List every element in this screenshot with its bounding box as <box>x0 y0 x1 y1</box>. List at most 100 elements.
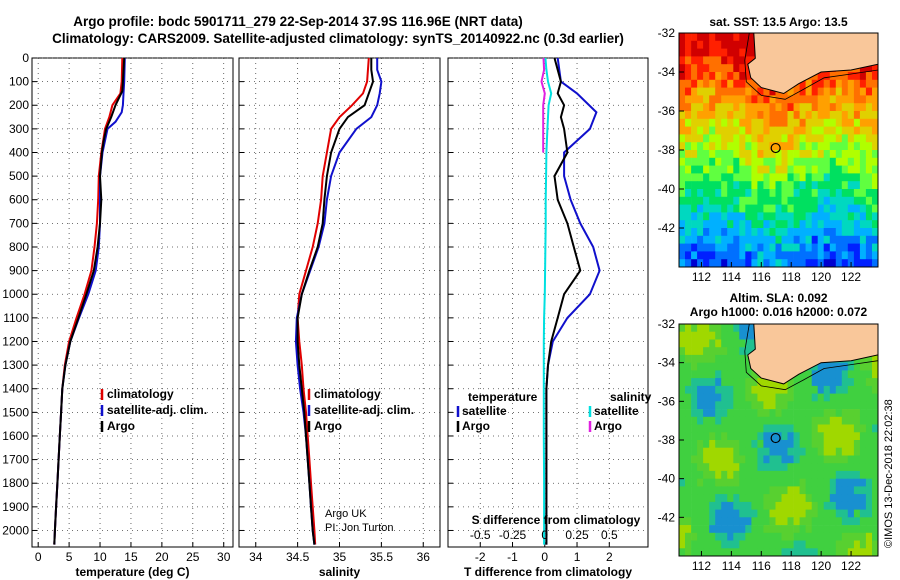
map-cell <box>817 157 825 166</box>
map-cell <box>829 455 837 464</box>
map-cell <box>781 118 788 127</box>
map-cell <box>703 111 710 120</box>
map-cell <box>847 424 855 433</box>
map-cell <box>859 393 867 402</box>
legend-label: Argo <box>314 419 342 433</box>
map-cell <box>775 416 782 425</box>
map-cell <box>733 455 740 464</box>
map-cell <box>685 447 692 456</box>
map-cell <box>727 548 734 557</box>
map-cell <box>685 48 692 57</box>
map-cell <box>769 251 776 260</box>
map-cell <box>721 118 728 127</box>
map-cell <box>859 385 867 394</box>
map-cell <box>872 393 879 402</box>
map-cell <box>853 362 861 371</box>
map-cell <box>817 447 825 456</box>
map-cell <box>787 189 794 198</box>
map-cell <box>691 494 698 503</box>
map-cell <box>781 432 788 441</box>
map-cell <box>685 370 692 379</box>
map-cell <box>721 409 728 418</box>
map-cell <box>859 378 867 387</box>
map-cell <box>757 111 764 120</box>
map-cell <box>865 378 873 387</box>
map-cell <box>799 118 806 127</box>
map-cell <box>721 432 728 441</box>
map-cell <box>733 204 740 213</box>
map-cell <box>817 196 825 205</box>
map-cell <box>787 181 794 190</box>
map-cell <box>715 409 722 418</box>
map-cell <box>691 212 698 221</box>
map-cell <box>853 228 861 237</box>
map-cell <box>763 385 770 394</box>
map-cell <box>691 517 698 526</box>
map-cell <box>835 447 843 456</box>
map-cell <box>847 463 855 472</box>
map-cell <box>781 196 788 205</box>
map-cell <box>775 532 782 541</box>
map-cell <box>781 532 788 541</box>
map-cell <box>805 196 812 205</box>
map-cell <box>841 455 849 464</box>
map-cell <box>847 525 855 534</box>
map-cell <box>763 173 770 182</box>
map-cell <box>829 118 837 127</box>
map-cell <box>685 354 692 363</box>
map-cell <box>709 56 716 65</box>
map-cell <box>847 212 855 221</box>
map-cell <box>703 126 710 135</box>
map-cell <box>715 548 722 557</box>
map-cell <box>721 501 728 510</box>
map-cell <box>715 142 722 151</box>
map-cell <box>727 440 734 449</box>
map-cell <box>817 494 825 503</box>
map-cell <box>829 440 837 449</box>
map-cell <box>703 470 710 479</box>
map-cell <box>805 532 812 541</box>
map-cell <box>841 393 849 402</box>
map-cell <box>691 79 698 88</box>
map-cell <box>872 532 879 541</box>
map-cell <box>763 251 770 260</box>
map-cell <box>733 103 740 112</box>
map-cell <box>865 393 873 402</box>
map-cell <box>715 181 722 190</box>
map-cell <box>769 478 776 487</box>
y-tick-label: 900 <box>9 264 29 278</box>
map-cell <box>709 126 716 135</box>
map-cell <box>751 470 758 479</box>
map-cell <box>727 40 734 49</box>
map-cell <box>703 324 710 333</box>
map-cell <box>763 455 770 464</box>
map-cell <box>751 401 758 410</box>
map-cell <box>823 243 831 252</box>
map-cell <box>799 220 806 229</box>
map-cell <box>817 228 825 237</box>
map-cell <box>805 424 812 433</box>
map-cell <box>769 525 776 534</box>
map-cell <box>733 251 740 260</box>
map-cell <box>685 393 692 402</box>
map-cell <box>721 235 728 244</box>
map-cell <box>841 525 849 534</box>
map-cell <box>841 416 849 425</box>
map-cell <box>739 463 746 472</box>
map-cell <box>757 220 764 229</box>
map-cell <box>787 440 794 449</box>
map-cell <box>787 416 794 425</box>
map-cell <box>805 478 812 487</box>
map-cell <box>817 111 825 120</box>
map-cell <box>853 259 861 268</box>
map-cell <box>799 501 806 510</box>
map-cell <box>775 251 782 260</box>
map-cell <box>811 79 819 88</box>
map-cell <box>721 378 728 387</box>
map-cell <box>811 87 819 96</box>
map-cell <box>769 228 776 237</box>
map-cell <box>679 87 686 96</box>
map-cell <box>829 501 837 510</box>
map-cell <box>835 157 843 166</box>
map-cell <box>859 486 867 495</box>
